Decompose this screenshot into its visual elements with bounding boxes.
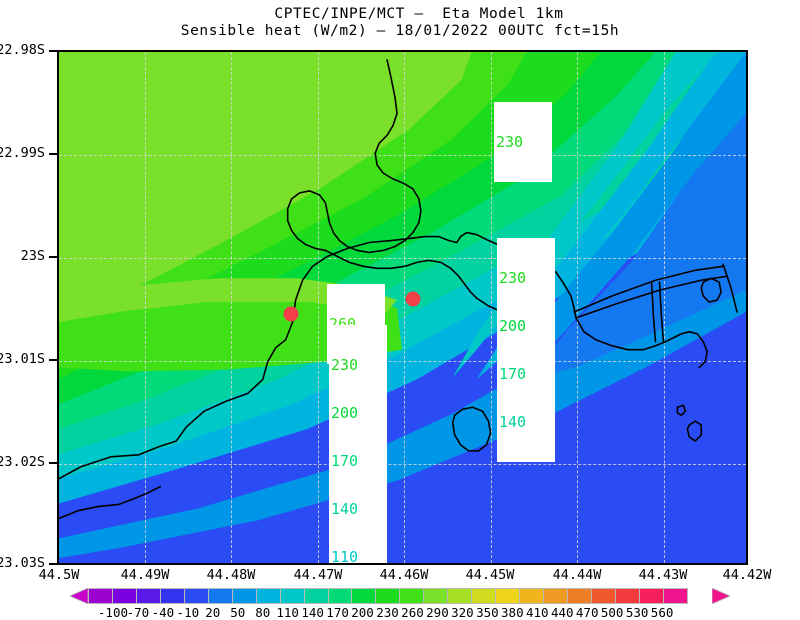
colorbar-band [591,588,616,604]
colorbar-band [88,588,113,604]
colorbar-band [614,588,640,604]
colorbar-band [303,588,329,604]
contour-value: 200 [331,404,359,422]
contour-value: 140 [331,500,359,518]
colorbar-tick: -10 [176,605,200,620]
colorbar-band [567,588,593,604]
colorbar-band [375,588,401,604]
title-line-model: CPTEC/INPE/MCT — Eta Model 1km [274,6,564,22]
colorbar-tick: 260 [401,605,424,620]
colorbar-tick: 230 [376,605,399,620]
y-tick-label: 23.03S [0,555,45,571]
colorbar-tick: 380 [501,605,524,620]
colorbar-band [327,588,353,604]
contour-value: 140 [499,413,527,431]
x-tick-label: 44.46W [379,567,429,583]
colorbar: -100 -70 -40 -10 20 50 80 110 140 170 200 230 260 290… [0,588,800,620]
colorbar-overflow-arrow [712,588,730,604]
colorbar-tick: -100 [97,605,129,620]
x-axis: 44.5W 44.49W 44.48W 44.47W 44.46W 44.45W… [0,567,800,591]
colorbar-band [135,588,161,604]
station-point-1 [283,306,299,322]
contour-value: 170 [499,365,527,383]
colorbar-tick: 290 [426,605,449,620]
y-tick-label: 22.98S [0,42,45,58]
colorbar-band [471,588,497,604]
x-tick-label: 44.43W [638,567,688,583]
x-tick-label: 44.45W [465,567,515,583]
colorbar-underflow-arrow [70,588,88,604]
contour-value: 230 [499,269,527,287]
colorbar-band [399,588,425,604]
y-tick-label: 23.01S [0,351,45,367]
colorbar-band [638,588,664,604]
colorbar-tick: 560 [650,605,674,620]
x-tick-label: 44.42W [722,567,772,583]
colorbar-tick-labels: -100 -70 -40 -10 20 50 80 110 140 170 200 230 260 290… [0,605,800,620]
colorbar-band [183,588,209,604]
colorbar-band [255,588,281,604]
station-point-2 [405,291,421,307]
colorbar-tick: 110 [276,605,299,620]
colorbar-band [279,588,305,604]
x-tick-label: 44.47W [293,567,343,583]
contour-label-east-stack: 230 200 170 140 [497,238,556,462]
map-plot-area: 230 260 230 200 170 140 230 200 170 140 … [57,50,748,565]
sensible-heat-contour-field [59,52,746,563]
colorbar-band [111,588,137,604]
contour-label-top-230: 230 [494,102,553,182]
colorbar-band [351,588,377,604]
y-tick-label: 23.02S [0,454,45,470]
colorbar-band [207,588,233,604]
colorbar-tick: 50 [230,605,246,620]
colorbar-tick: 200 [351,605,374,620]
contour-value: 200 [499,317,527,335]
colorbar-band [231,588,257,604]
colorbar-tick: -70 [126,605,150,620]
colorbar-tick: 170 [326,605,349,620]
contour-value: 170 [331,452,359,470]
colorbar-band [662,588,688,604]
colorbar-tick: 20 [205,605,221,620]
colorbar-tick: 470 [575,605,599,620]
colorbar-tick: 530 [625,605,649,620]
x-tick-label: 44.5W [38,567,80,583]
contour-value: 110 [331,548,359,565]
y-tick-label: 22.99S [0,145,45,161]
colorbar-tick: -40 [151,605,175,620]
x-tick-label: 44.48W [206,567,256,583]
colorbar-strip [88,588,712,604]
y-axis: 22.98S 22.99S 23S 23.01S 23.02S 23.03S [0,42,57,571]
colorbar-tick: 320 [451,605,474,620]
colorbar-tick: 440 [550,605,574,620]
colorbar-tick: 350 [476,605,499,620]
colorbar-band [423,588,449,604]
x-tick-label: 44.49W [120,567,170,583]
title-line-variable: Sensible heat (W/m2) — 18/01/2022 00UTC … [180,23,620,39]
colorbar-tick: 500 [600,605,624,620]
chart-title: CPTEC/INPE/MCT — Eta Model 1km Sensible … [0,6,800,40]
colorbar-tick: 140 [301,605,324,620]
colorbar-band [159,588,185,604]
contour-label-bay-stack: 230 200 170 140 110 80 50 20 [329,325,388,565]
colorbar-tick: 80 [255,605,271,620]
y-tick-label: 23S [20,248,45,264]
contour-value: 230 [496,133,524,151]
x-tick-label: 44.44W [552,567,602,583]
colorbar-band [495,588,521,604]
colorbar-tick: 410 [525,605,549,620]
contour-value: 230 [331,356,359,374]
colorbar-band [447,588,473,604]
colorbar-band [543,588,569,604]
colorbar-band [519,588,545,604]
